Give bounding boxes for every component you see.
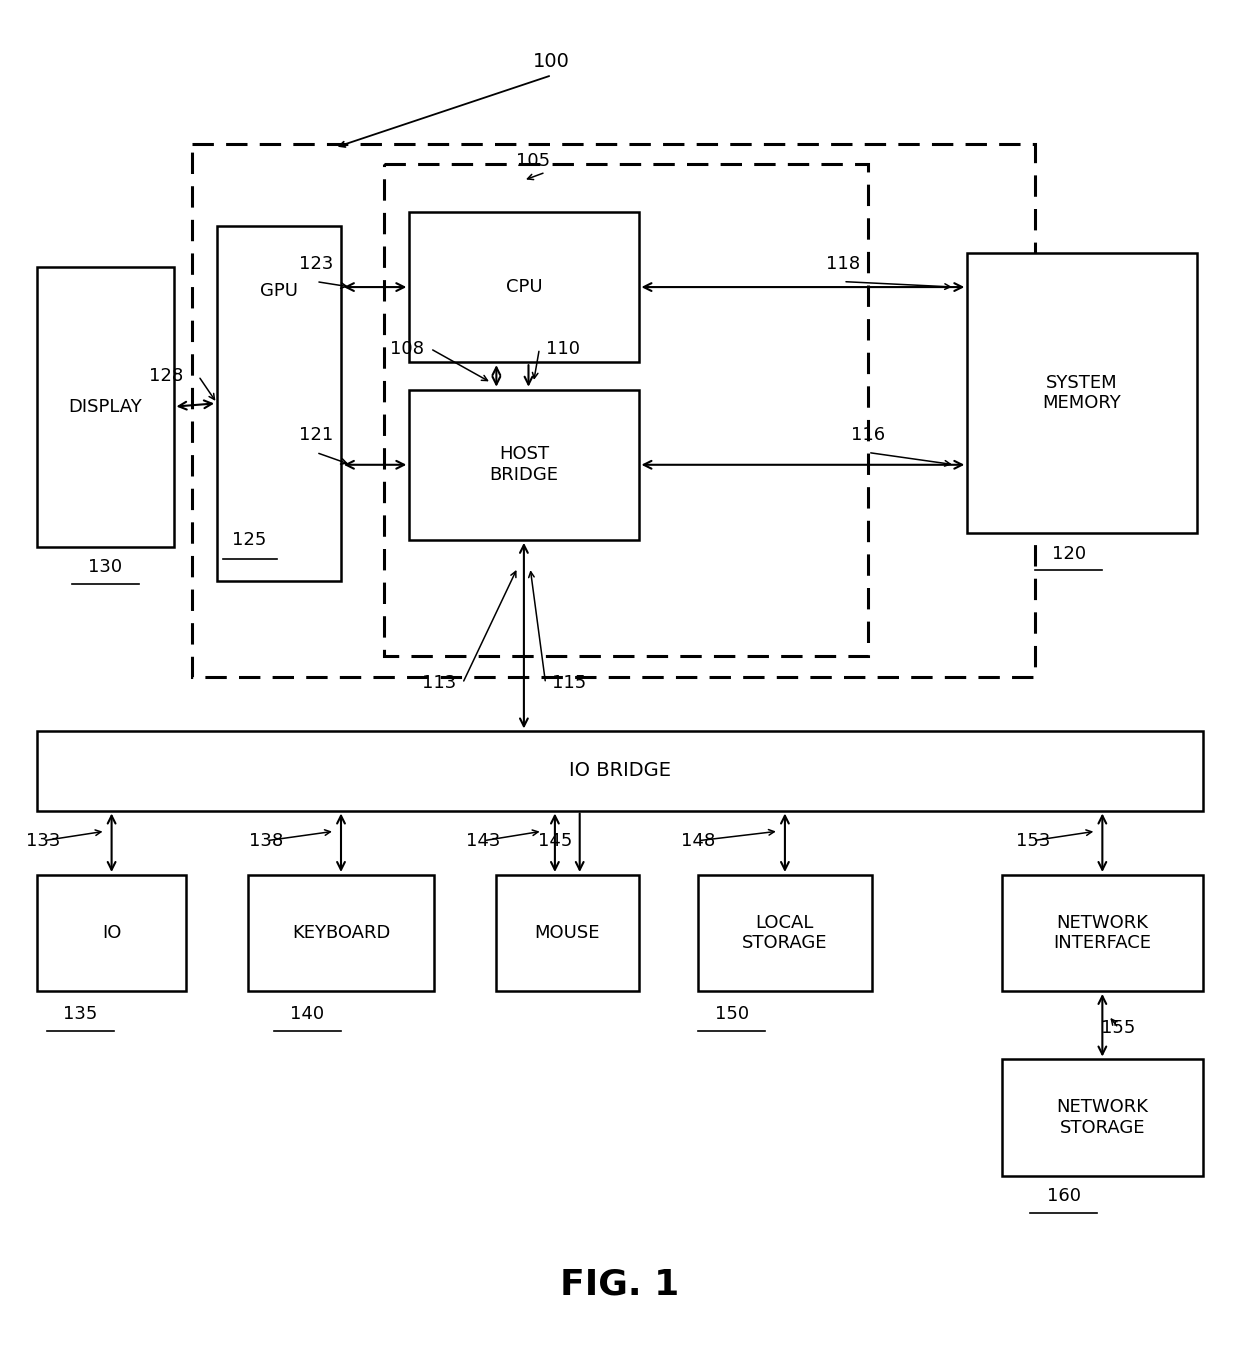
Text: 128: 128 xyxy=(149,366,184,385)
Text: 105: 105 xyxy=(516,152,551,171)
Text: KEYBOARD: KEYBOARD xyxy=(291,924,391,942)
Text: 138: 138 xyxy=(249,831,284,850)
Text: 108: 108 xyxy=(391,339,424,358)
Text: 148: 148 xyxy=(681,831,715,850)
Text: 125: 125 xyxy=(232,530,267,550)
Bar xyxy=(409,212,639,362)
Text: 153: 153 xyxy=(1016,831,1050,850)
Text: LOCAL
STORAGE: LOCAL STORAGE xyxy=(743,913,827,953)
Bar xyxy=(37,731,1203,811)
Bar xyxy=(409,390,639,540)
Text: 140: 140 xyxy=(290,1005,325,1024)
Bar xyxy=(37,875,186,991)
Text: 143: 143 xyxy=(466,831,501,850)
Bar xyxy=(1002,875,1203,991)
Text: NETWORK
INTERFACE: NETWORK INTERFACE xyxy=(1053,913,1152,953)
Text: 121: 121 xyxy=(299,427,334,444)
Bar xyxy=(967,253,1197,533)
Text: IO: IO xyxy=(102,924,122,942)
Text: GPU: GPU xyxy=(260,282,298,301)
Bar xyxy=(496,875,639,991)
Text: 118: 118 xyxy=(826,256,861,273)
Text: 113: 113 xyxy=(422,674,456,693)
Text: 110: 110 xyxy=(546,339,579,358)
Text: 123: 123 xyxy=(299,256,334,273)
Text: 155: 155 xyxy=(1101,1018,1136,1038)
Bar xyxy=(192,144,1035,677)
Text: 145: 145 xyxy=(538,831,573,850)
Text: 120: 120 xyxy=(1052,544,1086,563)
Bar xyxy=(217,226,341,581)
Text: DISPLAY: DISPLAY xyxy=(68,398,143,416)
Bar xyxy=(248,875,434,991)
Text: NETWORK
STORAGE: NETWORK STORAGE xyxy=(1056,1098,1148,1137)
Text: 116: 116 xyxy=(851,427,885,444)
Text: HOST
BRIDGE: HOST BRIDGE xyxy=(490,446,558,484)
Text: 150: 150 xyxy=(714,1005,749,1024)
Text: MOUSE: MOUSE xyxy=(534,924,600,942)
Bar xyxy=(384,164,868,656)
Text: IO BRIDGE: IO BRIDGE xyxy=(569,761,671,781)
Text: FIG. 1: FIG. 1 xyxy=(560,1269,680,1301)
Text: 135: 135 xyxy=(63,1005,98,1024)
Bar xyxy=(698,875,872,991)
Text: 133: 133 xyxy=(26,831,61,850)
Text: 130: 130 xyxy=(88,558,123,577)
Text: SYSTEM
MEMORY: SYSTEM MEMORY xyxy=(1043,373,1121,413)
Bar xyxy=(37,267,174,547)
Text: 115: 115 xyxy=(552,674,587,693)
Text: 100: 100 xyxy=(533,52,570,71)
Text: CPU: CPU xyxy=(506,278,542,297)
Text: 160: 160 xyxy=(1047,1187,1081,1206)
Bar xyxy=(1002,1059,1203,1176)
